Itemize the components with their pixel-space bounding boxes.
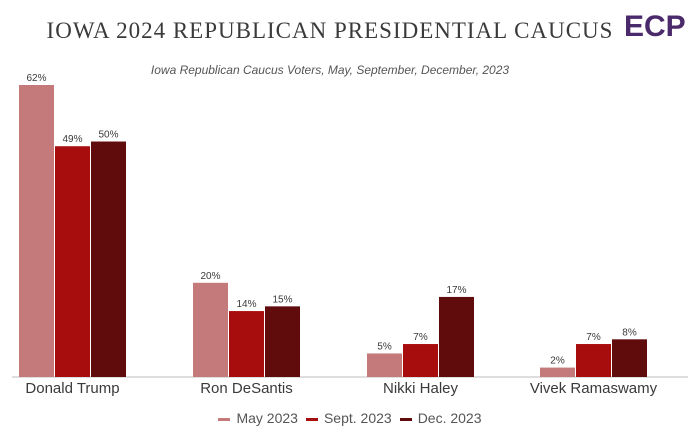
data-label-3-0: 2%	[550, 356, 565, 367]
data-label-2-0: 5%	[377, 341, 392, 352]
category-label-2: Nikki Haley	[383, 380, 459, 397]
legend-swatch-2	[399, 417, 412, 421]
bar-3-0	[540, 367, 575, 377]
bar-1-0	[193, 282, 228, 377]
bar-0-0	[19, 85, 54, 377]
ecp-logo: ECP	[624, 10, 686, 42]
data-label-2-2: 17%	[446, 285, 466, 296]
data-label-2-1: 7%	[413, 332, 428, 343]
legend-item-0: May 2023	[218, 410, 298, 426]
category-label-1: Ron DeSantis	[200, 380, 293, 397]
chart-title: IOWA 2024 REPUBLICAN PRESIDENTIAL CAUCUS	[46, 18, 614, 43]
bar-1-2	[265, 306, 300, 377]
legend-swatch-0	[218, 417, 231, 421]
data-label-0-0: 62%	[26, 73, 46, 84]
chart-subtitle: Iowa Republican Caucus Voters, May, Sept…	[150, 63, 510, 77]
legend-item-2: Dec. 2023	[399, 410, 482, 426]
logo-text: ECP	[624, 10, 686, 42]
bar-1-1	[229, 311, 264, 377]
bar-3-1	[576, 344, 611, 377]
chart-legend: May 2023 Sept. 2023 Dec. 2023	[0, 410, 700, 426]
legend-label-0: May 2023	[236, 410, 298, 426]
bar-2-1	[403, 344, 438, 377]
category-label-0: Donald Trump	[25, 380, 119, 397]
data-label-0-2: 50%	[98, 130, 118, 141]
data-label-1-1: 14%	[236, 299, 256, 310]
data-label-1-2: 15%	[272, 294, 292, 305]
bar-2-2	[439, 296, 474, 377]
bar-0-2	[91, 141, 126, 377]
bar-3-2	[612, 339, 647, 377]
legend-item-1: Sept. 2023	[305, 410, 392, 426]
category-label-3: Vivek Ramaswamy	[530, 380, 658, 397]
data-label-1-0: 20%	[200, 271, 220, 282]
legend-swatch-1	[305, 417, 318, 421]
data-label-3-2: 8%	[622, 327, 637, 338]
legend-label-1: Sept. 2023	[323, 410, 392, 426]
bar-0-1	[55, 146, 90, 377]
data-label-0-1: 49%	[62, 134, 82, 145]
data-label-3-1: 7%	[586, 332, 601, 343]
bar-2-0	[367, 353, 402, 377]
legend-label-2: Dec. 2023	[417, 410, 482, 426]
